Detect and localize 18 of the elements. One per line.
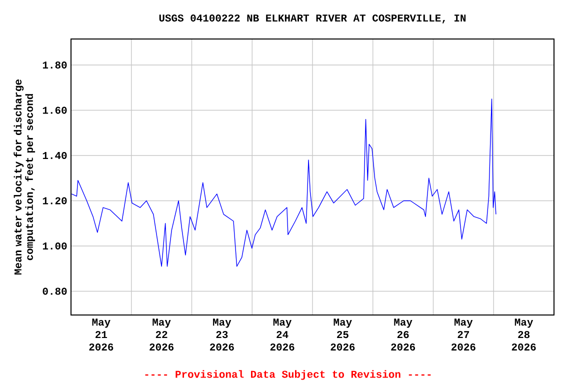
y-tick-label: 1.20 (42, 197, 67, 204)
y-tick-label: 1.00 (42, 242, 67, 250)
x-tick-label: May 23 2026 (210, 318, 234, 351)
line-series (71, 98, 496, 267)
y-tick-label: 1.40 (42, 152, 67, 160)
x-tick-label: May 27 2026 (452, 318, 476, 351)
text: ---- Provisional Data Subject to Revision ---- (145, 370, 431, 380)
y-axis-title: Mean water velocity for discharge computation, feet per second (14, 80, 36, 274)
y-tick-label: 1.80 (42, 61, 67, 69)
x-tick-label: May 22 2026 (150, 318, 174, 351)
chart-title: USGS 04100222 NB ELKHART RIVER AT COSPERVILLE, IN (159, 14, 466, 24)
x-tick-label: May 28 2026 (512, 318, 536, 351)
x-tick-label: May 26 2026 (391, 318, 416, 351)
x-tick-label: May 21 2026 (89, 318, 114, 351)
x-tick-label: May 25 2026 (330, 318, 355, 351)
x-tick-label: May 24 2026 (270, 318, 294, 351)
y-tick-label: 1.60 (42, 106, 67, 114)
y-tick-label: 0.80 (42, 288, 67, 295)
